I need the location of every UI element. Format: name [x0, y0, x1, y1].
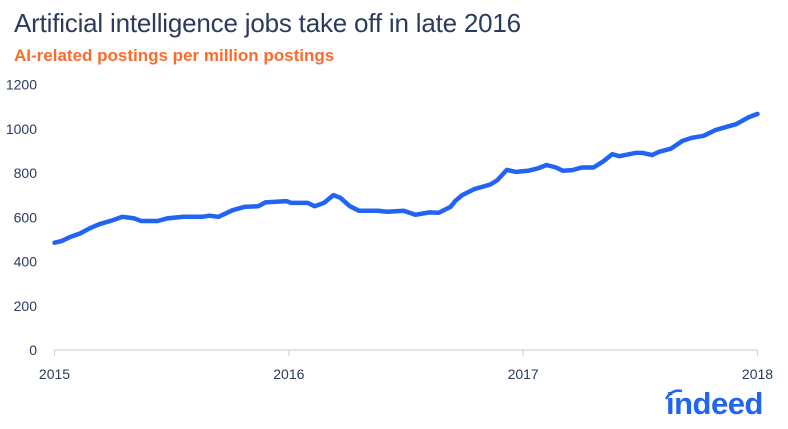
y-axis: 0 200 400 600 800 1000 1200: [6, 77, 37, 359]
x-tick-label: 2017: [508, 366, 539, 382]
chart-title: Artificial intelligence jobs take off in…: [14, 8, 521, 38]
chart-subtitle: AI-related postings per million postings: [14, 46, 335, 65]
indeed-logo: indeed: [664, 386, 763, 422]
y-tick-label: 1200: [6, 77, 37, 93]
x-tick-label: 2015: [39, 366, 70, 382]
logo-arc-icon: [664, 389, 683, 400]
x-tick-label: 2018: [742, 366, 773, 382]
y-tick-label: 200: [14, 298, 38, 314]
x-axis: 2015 2016 2017 2018: [39, 349, 773, 382]
series-line: [52, 111, 760, 245]
y-tick-label: 600: [14, 209, 38, 225]
y-tick-label: 0: [29, 342, 37, 358]
x-tick-label: 2016: [273, 366, 304, 382]
y-tick-label: 1000: [6, 121, 37, 137]
y-tick-label: 400: [14, 254, 38, 270]
logo-text: indeed: [666, 386, 763, 421]
y-tick-label: 800: [14, 165, 38, 181]
